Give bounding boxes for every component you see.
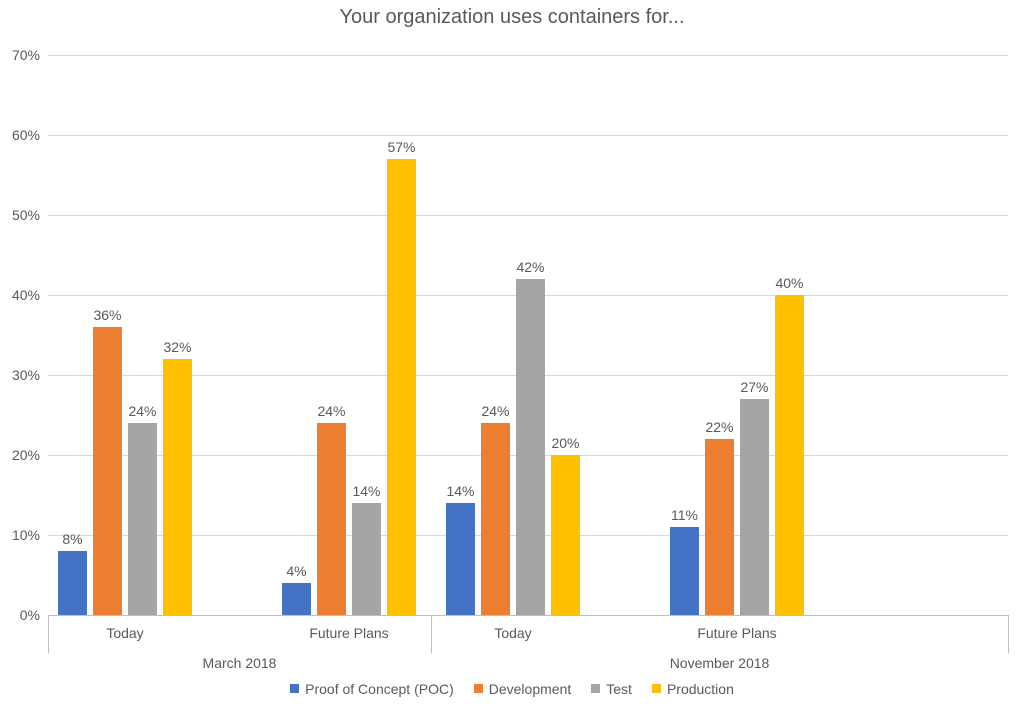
y-tick-label: 70%	[12, 47, 48, 63]
group-label: March 2018	[203, 655, 277, 671]
legend-label: Proof of Concept (POC)	[305, 681, 454, 697]
legend-swatch	[591, 684, 600, 693]
bar-value-label: 24%	[317, 403, 345, 419]
y-tick-label: 0%	[20, 607, 48, 623]
legend-swatch	[652, 684, 661, 693]
y-tick-label: 60%	[12, 127, 48, 143]
legend: Proof of Concept (POC) Development Test Pro…	[0, 680, 1024, 697]
gridline	[48, 55, 1008, 56]
bar-value-label: 24%	[481, 403, 509, 419]
bar: 40%	[775, 295, 804, 615]
legend-item: Development	[474, 681, 572, 697]
y-tick-label: 20%	[12, 447, 48, 463]
bar: 14%	[446, 503, 475, 615]
y-tick-label: 50%	[12, 207, 48, 223]
bar-value-label: 32%	[163, 339, 191, 355]
bar-value-label: 8%	[62, 531, 82, 547]
bar-value-label: 24%	[128, 403, 156, 419]
bar: 22%	[705, 439, 734, 615]
bar: 27%	[740, 399, 769, 615]
chart-container: Your organization uses containers for...…	[0, 0, 1024, 709]
bar-value-label: 14%	[446, 483, 474, 499]
plot-area: 0%10%20%30%40%50%60%70%8%36%24%32%4%24%1…	[48, 55, 1008, 615]
chart-title: Your organization uses containers for...	[0, 6, 1024, 29]
gridline	[48, 135, 1008, 136]
y-tick-label: 10%	[12, 527, 48, 543]
bar-value-label: 27%	[740, 379, 768, 395]
y-tick-label: 40%	[12, 287, 48, 303]
group-axis: March 2018 November 2018	[48, 615, 1008, 679]
bar: 57%	[387, 159, 416, 615]
group-tick	[1008, 615, 1009, 653]
legend-label: Test	[606, 681, 632, 697]
bar: 14%	[352, 503, 381, 615]
bar: 42%	[516, 279, 545, 615]
legend-item: Test	[591, 681, 632, 697]
bar-value-label: 4%	[286, 563, 306, 579]
bar-value-label: 11%	[671, 507, 698, 523]
bar: 11%	[670, 527, 699, 615]
bar-value-label: 42%	[516, 259, 544, 275]
bar: 24%	[128, 423, 157, 615]
group-label: November 2018	[670, 655, 770, 671]
legend-item: Proof of Concept (POC)	[290, 681, 454, 697]
bar: 8%	[58, 551, 87, 615]
legend-swatch	[474, 684, 483, 693]
group-tick	[48, 615, 49, 653]
legend-label: Development	[489, 681, 572, 697]
bar-value-label: 40%	[775, 275, 803, 291]
bar: 4%	[282, 583, 311, 615]
bar-value-label: 14%	[352, 483, 380, 499]
y-tick-label: 30%	[12, 367, 48, 383]
bar: 24%	[481, 423, 510, 615]
bar-value-label: 20%	[551, 435, 579, 451]
bar-value-label: 57%	[387, 139, 415, 155]
legend-label: Production	[667, 681, 734, 697]
gridline	[48, 215, 1008, 216]
group-tick	[431, 615, 432, 653]
bar-value-label: 22%	[705, 419, 733, 435]
bar-value-label: 36%	[93, 307, 121, 323]
bar: 20%	[551, 455, 580, 615]
bar: 36%	[93, 327, 122, 615]
bar: 24%	[317, 423, 346, 615]
legend-item: Production	[652, 681, 734, 697]
legend-swatch	[290, 684, 299, 693]
bar: 32%	[163, 359, 192, 615]
